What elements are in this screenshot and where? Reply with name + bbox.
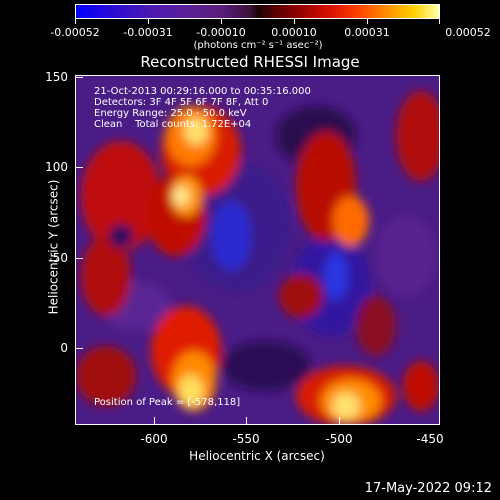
heatmap-plot[interactable]: 21-Oct-2013 00:29:16.000 to 00:35:16.000… xyxy=(75,75,440,425)
colorbar-label: 0.00031 xyxy=(344,26,390,39)
y-tick-label: 150 xyxy=(45,70,68,84)
x-tick xyxy=(246,417,247,425)
x-tick-label: -600 xyxy=(140,432,168,446)
y-tick-label: 50 xyxy=(52,251,68,265)
colorbar-units: (photons cm⁻² s⁻¹ asec⁻²) xyxy=(193,40,323,51)
y-tick xyxy=(75,348,83,349)
y-tick xyxy=(75,77,83,78)
time-range-text: 21-Oct-2013 00:29:16.000 to 00:35:16.000 xyxy=(94,86,311,97)
x-tick-label: -500 xyxy=(325,432,353,446)
x-tick-label: -450 xyxy=(416,432,444,446)
energy-range-text: Energy Range: 25.0 - 50.0 keV xyxy=(94,108,247,119)
x-tick xyxy=(154,417,155,425)
y-tick xyxy=(75,167,83,168)
detectors-text: Detectors: 3F 4F 5F 6F 7F 8F, Att 0 xyxy=(94,97,269,108)
y-axis-title: Heliocentric Y (arcsec) xyxy=(46,179,61,315)
colorbar-tick xyxy=(367,19,368,24)
x-axis-title: Heliocentric X (arcsec) xyxy=(189,449,325,463)
x-tick xyxy=(339,417,340,425)
generation-timestamp: 17-May-2022 09:12 xyxy=(364,481,492,496)
colorbar-label: 0.00052 xyxy=(445,26,491,39)
colorbar-label: 0.00010 xyxy=(271,26,317,39)
colorbar-tick xyxy=(148,19,149,24)
colorbar-tick xyxy=(75,19,76,24)
x-tick-label: -550 xyxy=(232,432,260,446)
colorbar-tick xyxy=(439,19,440,24)
colorbar-label: -0.00031 xyxy=(123,26,173,39)
y-tick xyxy=(75,258,83,259)
y-tick-label: 100 xyxy=(45,160,68,174)
colorbar-tick xyxy=(294,19,295,24)
peak-position-text: Position of Peak = [-578,118] xyxy=(94,397,241,408)
colorbar-label: -0.00010 xyxy=(196,26,246,39)
plot-title: Reconstructed RHESSI Image xyxy=(140,53,360,71)
colorbar-tick xyxy=(221,19,222,24)
colorbar xyxy=(75,4,440,19)
colorbar-label: -0.00052 xyxy=(50,26,100,39)
total-counts-text: Clean Total counts: 1.72E+04 xyxy=(94,119,252,130)
heatmap-image xyxy=(76,76,439,424)
y-tick-label: 0 xyxy=(60,341,68,355)
